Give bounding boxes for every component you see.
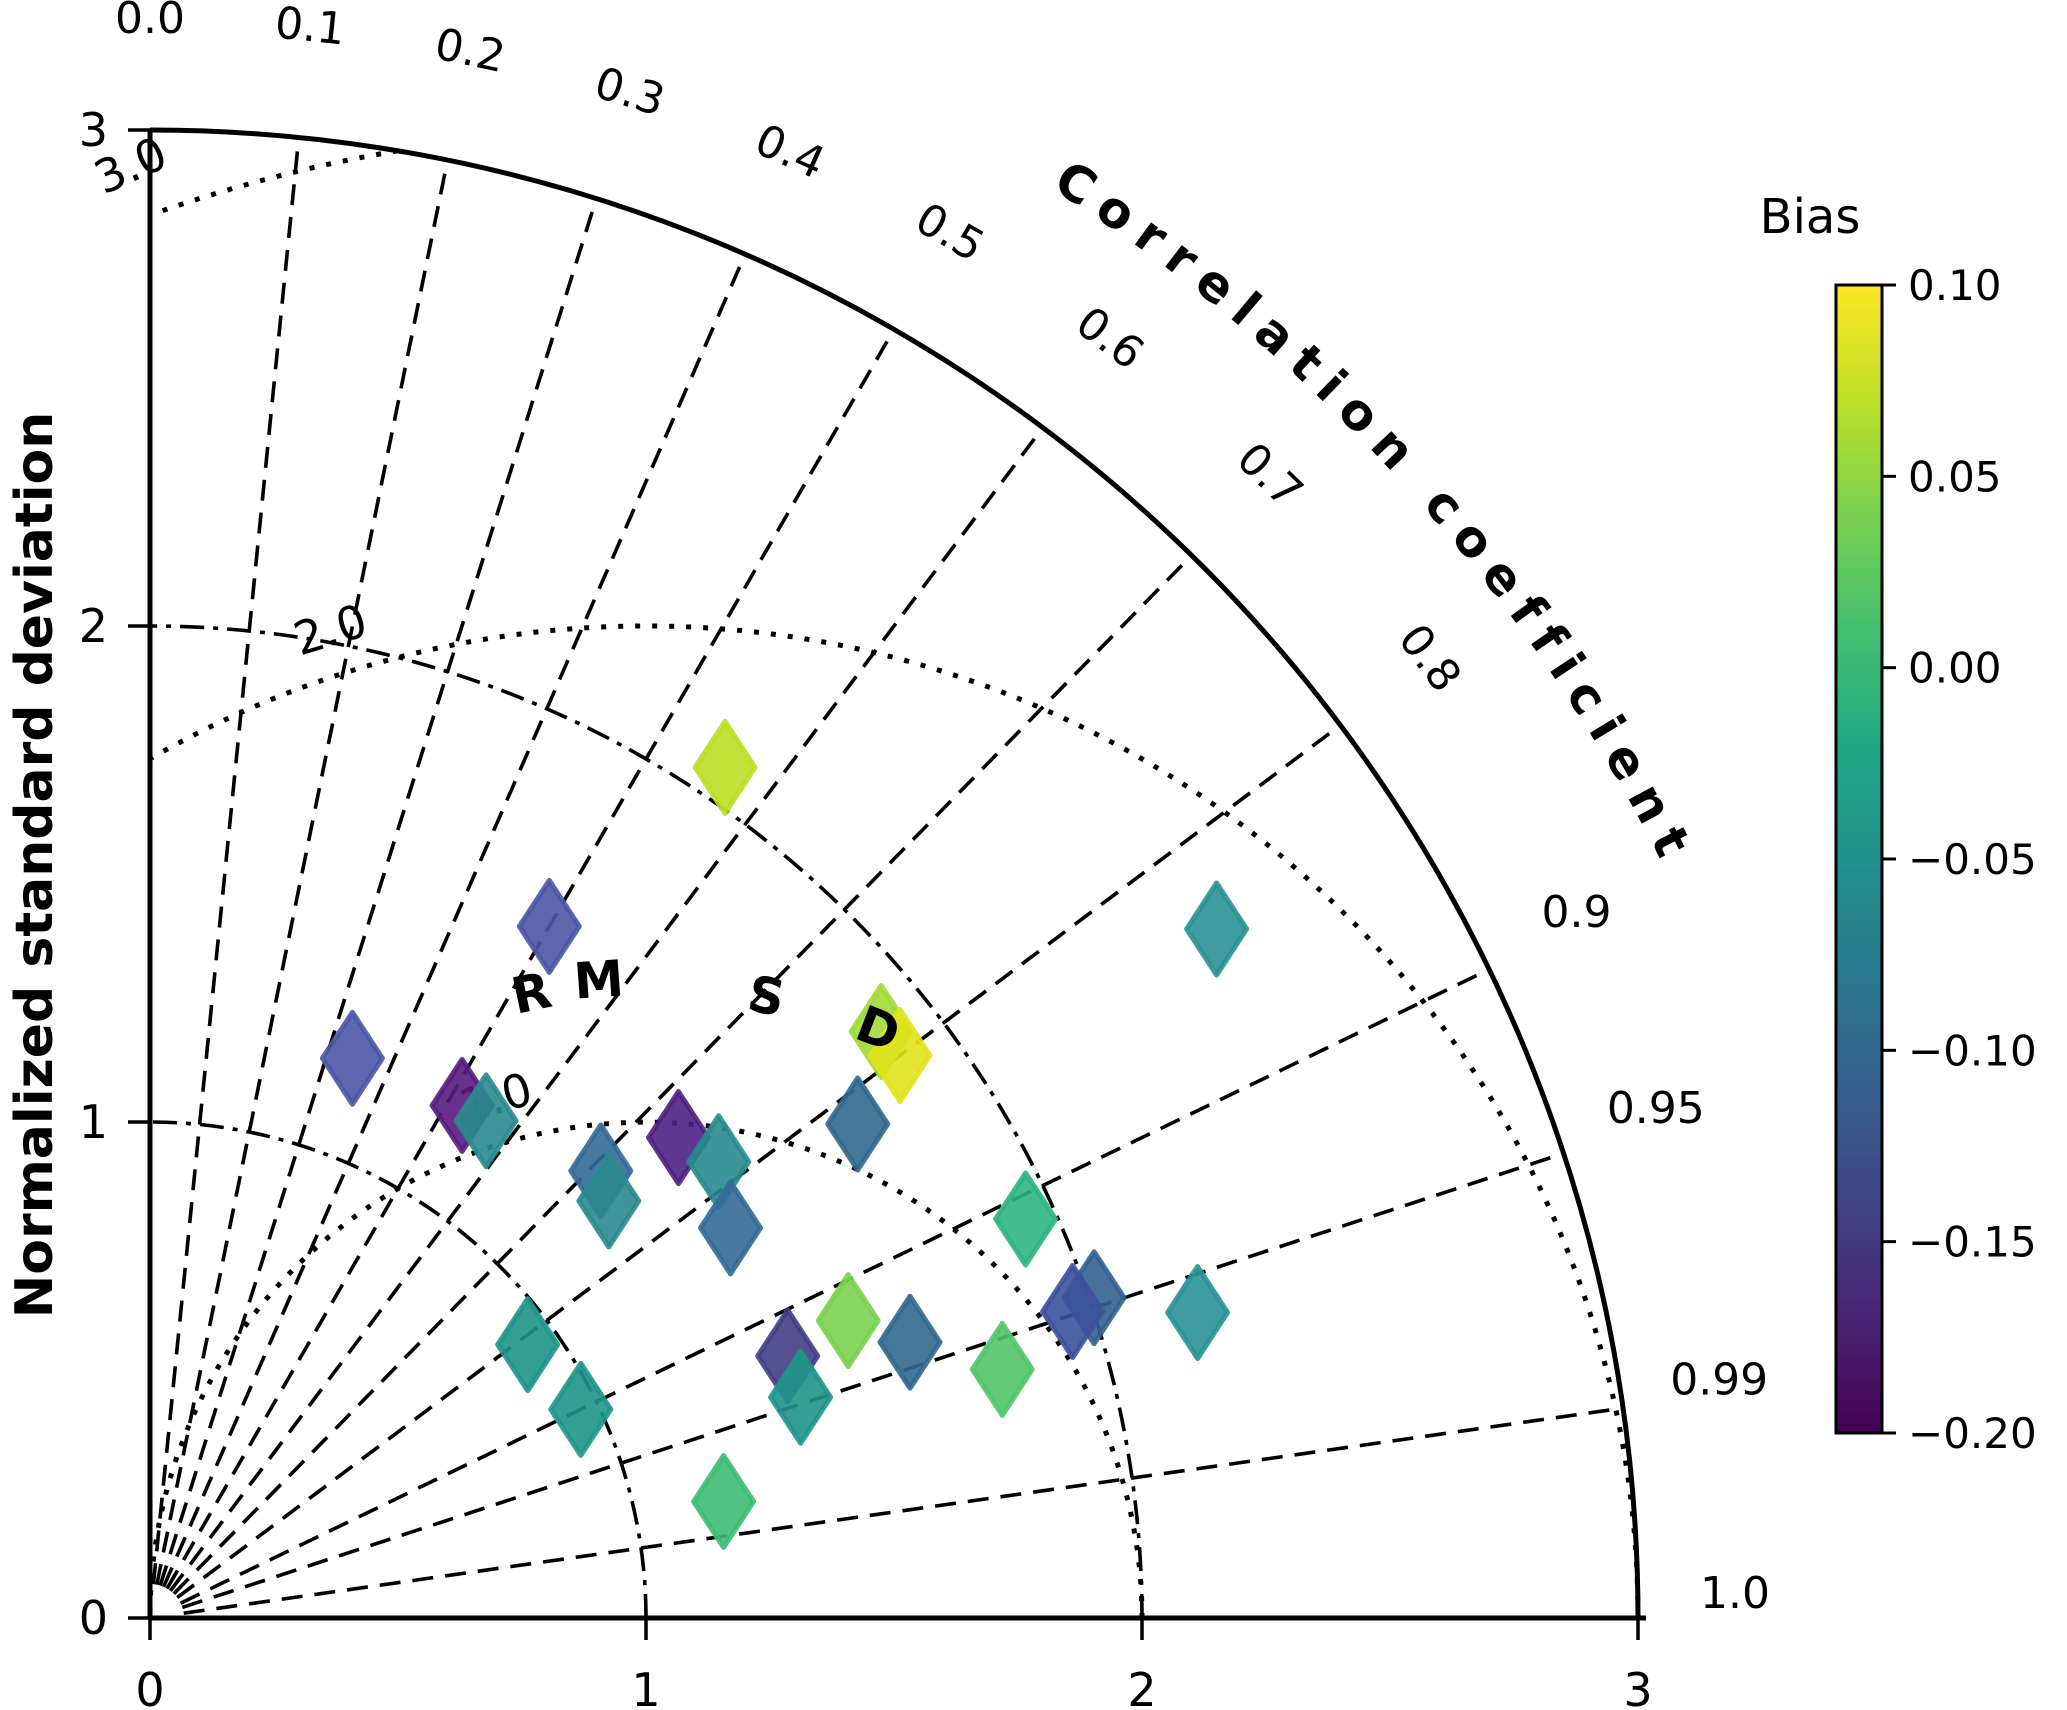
rmsd-contour	[148, 148, 399, 218]
data-point-diamond	[969, 1320, 1035, 1418]
correlation-gridline	[181, 1151, 1565, 1610]
rmsd-title-letter: M	[572, 949, 626, 1010]
data-point-diamond	[495, 1296, 561, 1394]
colorbar-tick-label: −0.15	[1908, 1218, 2037, 1267]
data-point-diamond	[576, 1152, 642, 1250]
data-point-diamond	[319, 1009, 385, 1107]
data-point-diamond	[993, 1170, 1059, 1268]
correlation-tick-label: 0.9	[1542, 887, 1612, 938]
y-tick-label: 1	[79, 1095, 108, 1149]
data-point-diamond	[768, 1348, 834, 1446]
y-tick-label: 0	[79, 1591, 108, 1645]
data-point-diamond	[1184, 880, 1250, 978]
data-point-diamond	[548, 1360, 614, 1458]
correlation-gridline	[176, 723, 1342, 1600]
axes-spines	[147, 127, 1646, 1621]
x-tick-label: 1	[631, 1663, 660, 1710]
y-tick-label: 3	[79, 103, 108, 157]
correlation-gridline	[165, 328, 896, 1590]
data-points	[319, 718, 1250, 1550]
correlation-tick-label: 1.0	[1700, 1568, 1770, 1619]
data-point-diamond	[1165, 1264, 1231, 1361]
data-point-diamond	[815, 1272, 881, 1370]
rmsd-contour	[148, 623, 1641, 1619]
polar-grid	[147, 137, 1641, 1619]
correlation-gridline	[168, 426, 1045, 1592]
colorbar-title: Bias	[1760, 189, 1861, 245]
colorbar-tick-label: −0.05	[1908, 835, 2037, 884]
correlation-tick-label: 0.1	[273, 0, 348, 55]
correlation-gridline	[179, 967, 1490, 1605]
correlation-gridline	[172, 554, 1193, 1595]
y-tick-label: 2	[79, 599, 108, 653]
colorbar-tick-label: 0.00	[1908, 644, 2002, 693]
colorbar: 0.10 0.05 0.00 −0.05 −0.10 −0.15 −0.20 Bias	[1760, 189, 2037, 1458]
correlation-gridline	[151, 137, 301, 1585]
x-tick-label: 2	[1127, 1663, 1156, 1710]
correlation-tick-label: 0.95	[1607, 1083, 1705, 1134]
data-point-diamond	[453, 1072, 519, 1170]
x-tick-label: 3	[1623, 1663, 1652, 1710]
rmsd-contour	[147, 1119, 1145, 1619]
std-arc-gridline	[149, 624, 1144, 1619]
data-point-diamond	[692, 718, 758, 816]
colorbar-tick-label: −0.20	[1908, 1409, 2037, 1458]
colorbar-tick-label: 0.10	[1908, 261, 2002, 310]
outer-correlation-arc	[149, 127, 1641, 1619]
data-point-diamond	[1040, 1263, 1106, 1360]
data-point-diamond	[867, 1007, 933, 1104]
correlation-tick-label: 0.99	[1670, 1354, 1768, 1405]
data-point-diamond	[516, 877, 582, 975]
colorbar-tick-label: −0.10	[1908, 1026, 2037, 1075]
correlation-gridline	[161, 253, 747, 1588]
colorbar-gradient	[1836, 285, 1882, 1433]
y-axis-title: Normalized standard deviation	[5, 412, 65, 1319]
colorbar-tick-label: 0.05	[1908, 452, 2002, 501]
data-point-diamond	[825, 1075, 891, 1173]
data-point-diamond	[877, 1293, 943, 1391]
x-tick-label: 0	[135, 1663, 164, 1710]
correlation-gridline	[155, 159, 450, 1586]
std-ticks: 00 1 1 2 2 3 3	[79, 103, 1653, 1710]
correlation-gridline	[183, 1406, 1624, 1615]
data-point-diamond	[698, 1179, 763, 1277]
correlation-tick-label: 0.0	[115, 0, 185, 44]
std-arc-gridline	[149, 1120, 648, 1619]
data-point-diamond	[691, 1453, 757, 1550]
correlation-gridline	[158, 197, 599, 1587]
